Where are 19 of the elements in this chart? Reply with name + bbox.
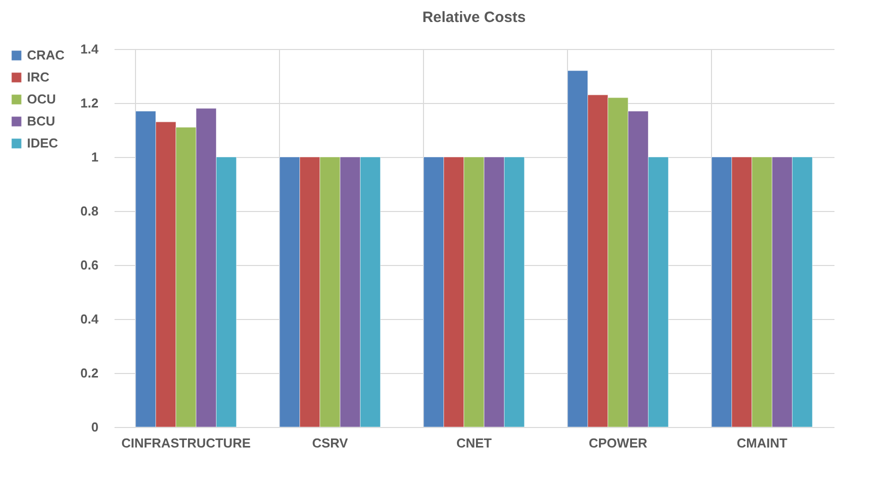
y-tick-label: 1 [91,150,98,164]
chart-title: Relative Costs [422,9,526,26]
x-tick-label: CSRV [312,436,348,450]
y-tick-label: 0.2 [80,366,98,380]
legend-label: CRAC [27,48,66,62]
y-tick-label: 0.4 [80,312,100,326]
x-tick-label: CINFRASTRUCTURE [121,436,251,450]
y-tick-label: 0.8 [80,204,98,218]
y-tick-label: 1.2 [80,96,98,110]
legend-label: IRC [27,70,50,84]
x-tick-label: CNET [456,436,492,450]
y-tick-label: 0.6 [80,258,98,272]
y-tick-label: 1.4 [80,42,100,56]
legend-label: OCU [27,92,56,106]
legend-label: BCU [27,114,56,128]
x-tick-label: CMAINT [736,436,788,450]
x-tick-label: CPOWER [588,436,648,450]
legend-label: IDEC [27,136,59,150]
y-tick-label: 0 [91,420,98,434]
